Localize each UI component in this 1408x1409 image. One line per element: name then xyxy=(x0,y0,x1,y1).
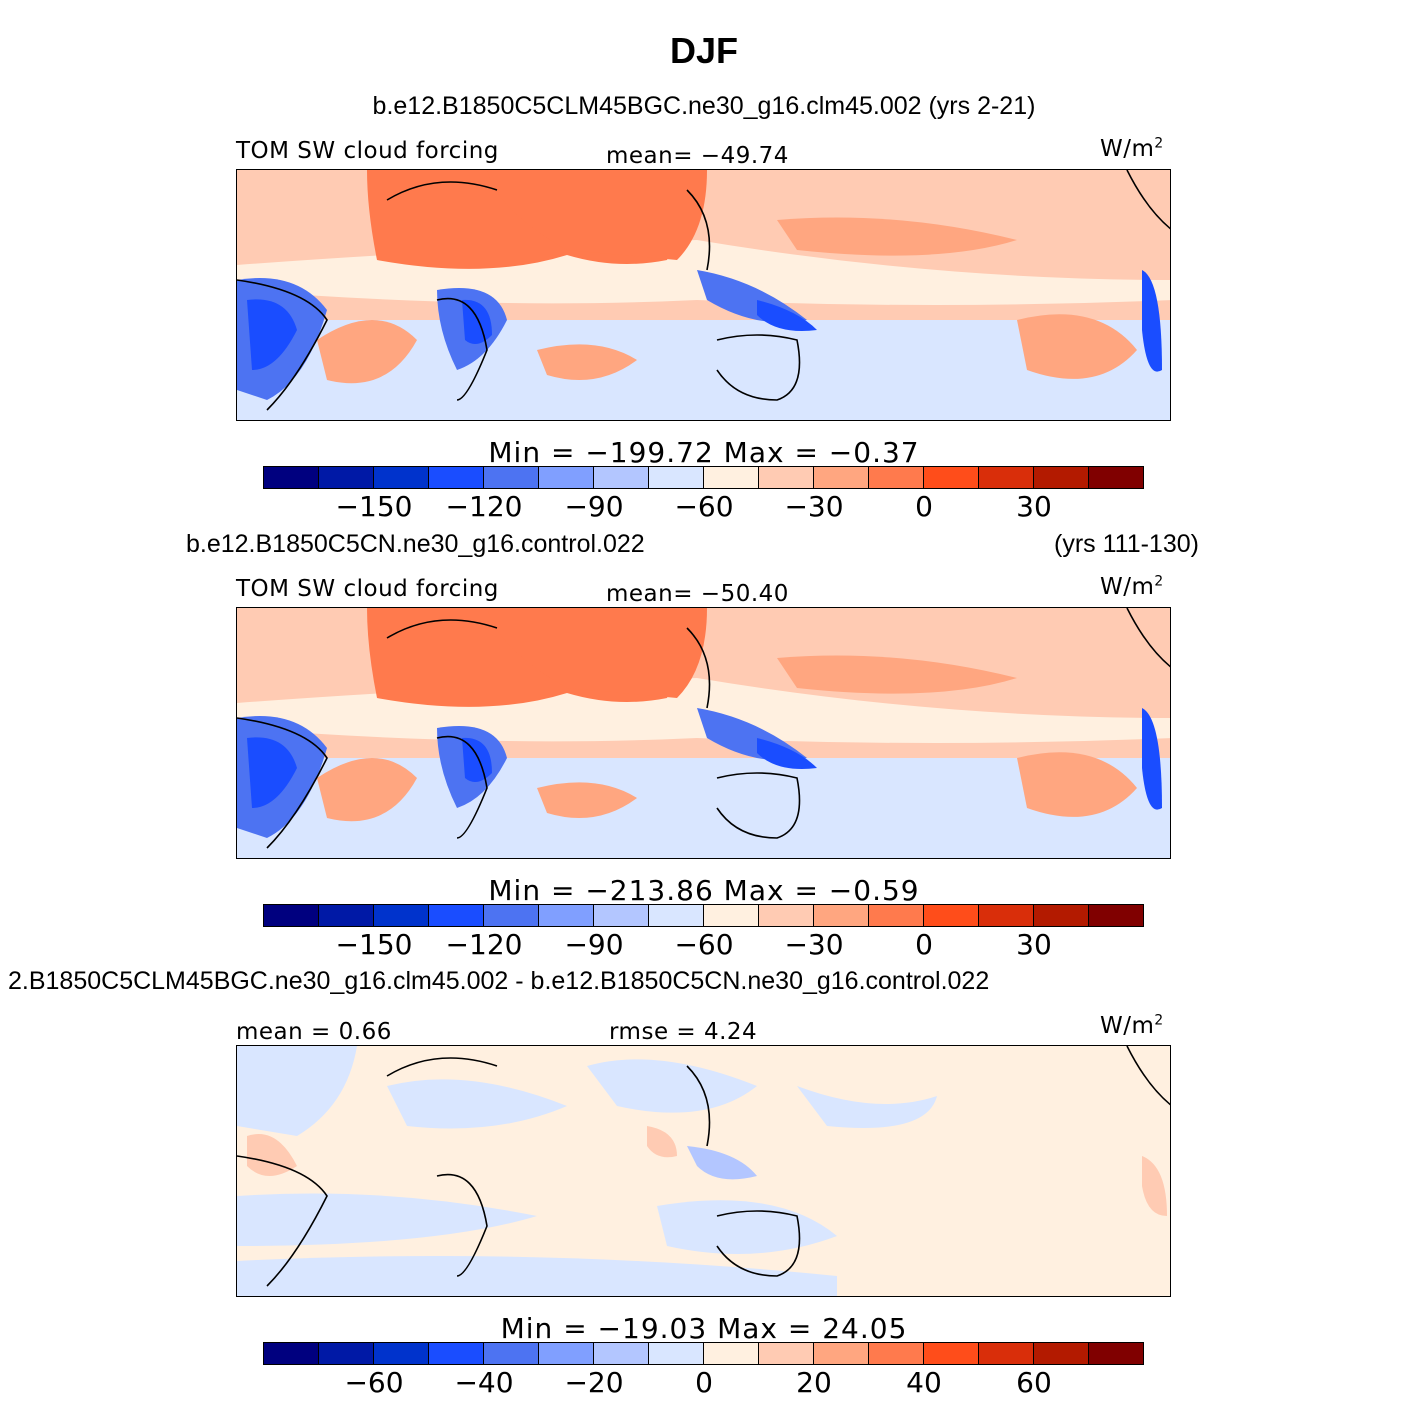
panel1-colorbar-tick: −30 xyxy=(784,490,844,523)
panel2-contour-field xyxy=(237,608,1170,858)
colorbar-box xyxy=(484,905,539,926)
panel1-colorbar-tick: 30 xyxy=(1016,490,1052,523)
colorbar-box xyxy=(649,467,704,488)
panel1-colorbar-tick: −60 xyxy=(674,490,734,523)
panel3-case-title: 2.B1850C5CLM45BGC.ne30_g16.clm45.002 - b… xyxy=(8,967,990,995)
panel1-case-title: b.e12.B1850C5CLM45BGC.ne30_g16.clm45.002… xyxy=(372,92,1036,120)
panel3-mean-label: mean = 0.66 xyxy=(236,1019,392,1045)
panel3-colorbar-tick: 60 xyxy=(1016,1366,1052,1399)
panel3-colorbar-tick: 20 xyxy=(796,1366,832,1399)
colorbar-box xyxy=(539,905,594,926)
main-title: DJF xyxy=(669,30,738,71)
panel3-map xyxy=(236,1045,1171,1297)
colorbar-box xyxy=(484,1343,539,1364)
panel1-colorbar-tick: 0 xyxy=(915,490,933,523)
colorbar-box xyxy=(429,1343,484,1364)
colorbar-box xyxy=(1034,1343,1089,1364)
colorbar-box xyxy=(759,467,814,488)
panel2-mean-label: mean= −50.40 xyxy=(606,581,789,607)
colorbar-box xyxy=(264,905,319,926)
panel2-colorbar-tick: 30 xyxy=(1016,928,1052,961)
colorbar-box xyxy=(429,467,484,488)
colorbar-box xyxy=(759,1343,814,1364)
colorbar-box xyxy=(594,1343,649,1364)
colorbar-box xyxy=(869,467,924,488)
panel3-rmse-label: rmse = 4.24 xyxy=(609,1019,758,1045)
colorbar-box xyxy=(1034,905,1089,926)
panel2-colorbar-tick: −120 xyxy=(445,928,523,961)
panel2-colorbar-tick: −150 xyxy=(335,928,413,961)
panel3-colorbar-tick: −60 xyxy=(344,1366,404,1399)
colorbar-box xyxy=(484,467,539,488)
panel2-colorbar-tick: −60 xyxy=(674,928,734,961)
panel3-contour-field xyxy=(237,1046,1170,1296)
colorbar-box xyxy=(979,1343,1034,1364)
colorbar-box xyxy=(704,1343,759,1364)
colorbar-box xyxy=(319,1343,374,1364)
panel2-colorbar-tick: 0 xyxy=(915,928,933,961)
panel3-minmax-label: Min = −19.03 Max = 24.05 xyxy=(500,1312,908,1345)
colorbar-box xyxy=(374,467,429,488)
colorbar-box xyxy=(1089,467,1143,488)
colorbar-box xyxy=(594,467,649,488)
colorbar-box xyxy=(1089,905,1143,926)
panel2-minmax-label: Min = −213.86 Max = −0.59 xyxy=(488,874,920,907)
colorbar-box xyxy=(264,467,319,488)
panel1-colorbar-tick: −120 xyxy=(445,490,523,523)
panel2-units-label: W/m2 xyxy=(1100,573,1164,600)
colorbar-box xyxy=(814,1343,869,1364)
colorbar-box xyxy=(869,1343,924,1364)
panel1-colorbar xyxy=(263,466,1144,489)
panel2-case-title: b.e12.B1850C5CN.ne30_g16.control.022 xyxy=(186,530,645,558)
panel1-minmax-label: Min = −199.72 Max = −0.37 xyxy=(488,436,920,469)
panel3-colorbar-tick: 0 xyxy=(695,1366,713,1399)
panel1-units-label: W/m2 xyxy=(1100,135,1164,162)
panel3-colorbar-tick: −40 xyxy=(454,1366,514,1399)
colorbar-box xyxy=(869,905,924,926)
colorbar-box xyxy=(319,467,374,488)
colorbar-box xyxy=(594,905,649,926)
colorbar-box xyxy=(649,1343,704,1364)
colorbar-box xyxy=(814,905,869,926)
panel1-map xyxy=(236,169,1171,421)
colorbar-box xyxy=(979,905,1034,926)
colorbar-box xyxy=(1034,467,1089,488)
panel3-colorbar xyxy=(263,1342,1144,1365)
panel3-colorbar-tick: 40 xyxy=(906,1366,942,1399)
panel3-colorbar-tick: −20 xyxy=(564,1366,624,1399)
colorbar-box xyxy=(704,467,759,488)
panel1-colorbar-tick: −90 xyxy=(564,490,624,523)
colorbar-box xyxy=(979,467,1034,488)
panel2-colorbar-tick: −90 xyxy=(564,928,624,961)
panel2-map xyxy=(236,607,1171,859)
colorbar-box xyxy=(429,905,484,926)
panel1-colorbar-tick: −150 xyxy=(335,490,413,523)
panel1-variable-label: TOM SW cloud forcing xyxy=(236,138,499,164)
colorbar-box xyxy=(319,905,374,926)
colorbar-box xyxy=(264,1343,319,1364)
colorbar-box xyxy=(924,905,979,926)
colorbar-box xyxy=(1089,1343,1143,1364)
panel2-variable-label: TOM SW cloud forcing xyxy=(236,576,499,602)
panel2-years-label: (yrs 111-130) xyxy=(1054,530,1199,558)
colorbar-box xyxy=(539,467,594,488)
colorbar-box xyxy=(924,467,979,488)
colorbar-box xyxy=(539,1343,594,1364)
panel1-contour-field xyxy=(237,170,1170,420)
panel3-units-label: W/m2 xyxy=(1100,1012,1164,1039)
colorbar-box xyxy=(814,467,869,488)
colorbar-box xyxy=(704,905,759,926)
colorbar-box xyxy=(374,905,429,926)
colorbar-box xyxy=(374,1343,429,1364)
panel2-colorbar-tick: −30 xyxy=(784,928,844,961)
colorbar-box xyxy=(924,1343,979,1364)
panel1-mean-label: mean= −49.74 xyxy=(606,143,789,169)
colorbar-box xyxy=(759,905,814,926)
colorbar-box xyxy=(649,905,704,926)
panel2-colorbar xyxy=(263,904,1144,927)
